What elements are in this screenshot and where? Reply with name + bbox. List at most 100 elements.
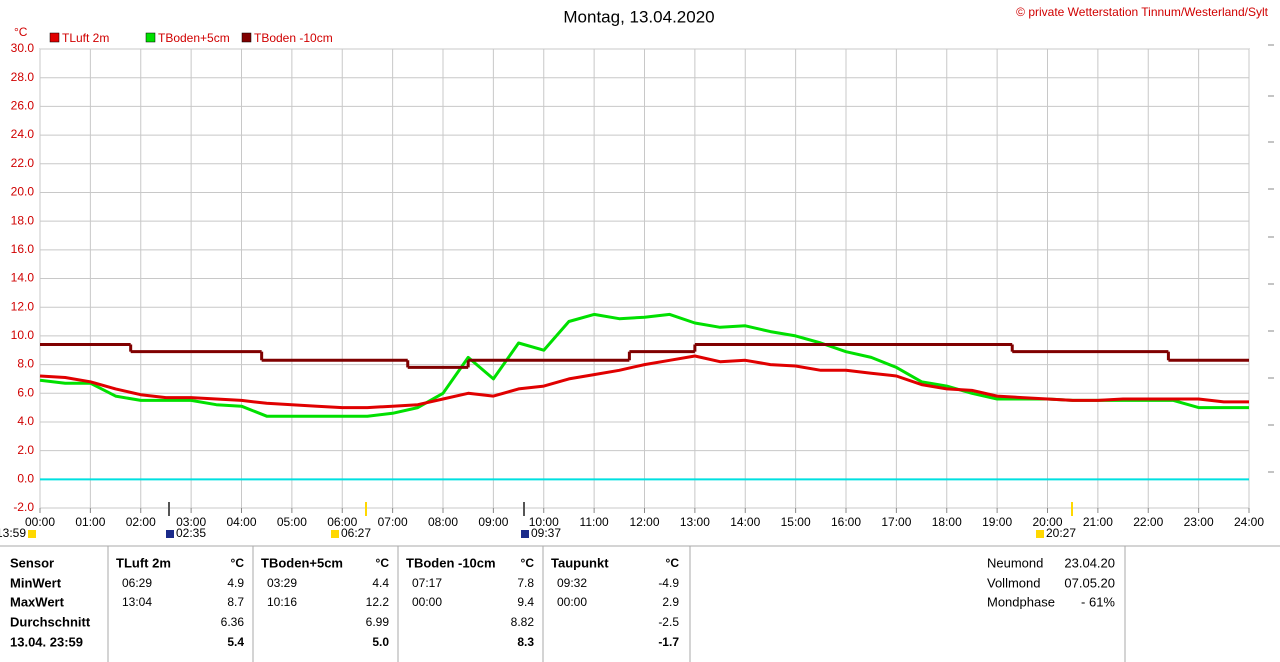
min-value: 4.4: [372, 576, 389, 590]
y-tick-label: 12.0: [11, 299, 35, 313]
stats-table: Sensor MinWert MaxWert Durchschnitt 13.04. 2…: [0, 545, 1280, 662]
min-time: 06:29: [122, 576, 152, 590]
row-label: Sensor: [10, 555, 54, 570]
sensor-unit: °C: [376, 556, 390, 570]
marker-label: 09:37: [531, 526, 561, 540]
y-tick-label: 20.0: [11, 185, 35, 199]
x-tick-label: 21:00: [1083, 515, 1113, 529]
row-label: MaxWert: [10, 594, 65, 609]
y-tick-label: 30.0: [11, 41, 35, 55]
x-tick-label: 01:00: [75, 515, 105, 529]
current-value: 5.4: [227, 635, 244, 649]
max-value: 12.2: [366, 595, 390, 609]
marker-label: 13:59: [0, 526, 26, 540]
marker-icon: [521, 530, 529, 538]
x-tick-label: 11:00: [580, 515, 609, 529]
legend-label: TBoden -10cm: [254, 31, 333, 45]
right-ticks: [1268, 44, 1274, 473]
row-label: Durchschnitt: [10, 614, 91, 629]
x-tick-label: 10:00: [529, 515, 559, 529]
y-tick-label: 24.0: [11, 127, 35, 141]
min-time: 07:17: [412, 576, 442, 590]
avg-value: 6.36: [221, 615, 245, 629]
x-tick-label: 06:00: [327, 515, 357, 529]
current-value: 5.0: [372, 635, 389, 649]
moon-value: 23.04.20: [1064, 555, 1115, 570]
x-tick-label: 03:00: [176, 515, 206, 529]
row-label: 13.04. 23:59: [10, 634, 83, 649]
sensor-name: TBoden -10cm: [406, 555, 496, 570]
x-tick-label: 22:00: [1133, 515, 1163, 529]
marker-label: 02:35: [176, 526, 206, 540]
x-tick-label: 20:00: [1032, 515, 1062, 529]
chart-title: Montag, 13.04.2020: [563, 7, 714, 26]
y-tick-label: 2.0: [17, 443, 34, 457]
x-tick-label: 12:00: [629, 515, 659, 529]
legend-label: TLuft 2m: [62, 31, 109, 45]
moon-label: Neumond: [987, 555, 1043, 570]
series-line: [39, 354, 1249, 410]
sensor-name: Taupunkt: [551, 555, 609, 570]
x-tick-label: 17:00: [881, 515, 911, 529]
marker-icon: [28, 530, 36, 538]
current-value: -1.7: [658, 635, 679, 649]
x-tick-label: 13:00: [680, 515, 710, 529]
moon-value: - 61%: [1081, 594, 1115, 609]
marker-label: 20:27: [1046, 526, 1076, 540]
min-value: 4.9: [227, 576, 244, 590]
avg-value: -2.5: [658, 615, 679, 629]
x-tick-label: 04:00: [226, 515, 256, 529]
x-tick-label: 14:00: [730, 515, 760, 529]
y-tick-label: -2.0: [13, 500, 34, 514]
copyright: © private Wetterstation Tinnum/Westerlan…: [1016, 5, 1269, 19]
y-tick-label: 8.0: [17, 357, 34, 371]
moon-label: Mondphase: [987, 594, 1055, 609]
y-axis-unit: °C: [14, 25, 28, 39]
marker-icon: [331, 530, 339, 538]
max-time: 00:00: [412, 595, 442, 609]
y-tick-label: 22.0: [11, 156, 35, 170]
avg-value: 8.82: [511, 615, 535, 629]
x-tick-label: 15:00: [781, 515, 811, 529]
x-tick-label: 19:00: [982, 515, 1012, 529]
y-tick-label: 16.0: [11, 242, 35, 256]
max-value: 8.7: [227, 595, 244, 609]
legend-swatch: [49, 32, 60, 43]
y-tick-label: 0.0: [17, 471, 34, 485]
row-label: MinWert: [10, 575, 62, 590]
y-tick-label: 18.0: [11, 213, 35, 227]
y-tick-label: 28.0: [11, 70, 35, 84]
marker-icon: [166, 530, 174, 538]
max-time: 13:04: [122, 595, 152, 609]
marker-label: 06:27: [341, 526, 371, 540]
legend-label: TBoden+5cm: [158, 31, 230, 45]
moon-value: 07.05.20: [1064, 575, 1115, 590]
y-tick-label: 10.0: [11, 328, 35, 342]
x-tick-label: 00:00: [25, 515, 55, 529]
sensor-unit: °C: [231, 556, 245, 570]
y-tick-label: 6.0: [17, 385, 34, 399]
x-tick-label: 02:00: [126, 515, 156, 529]
y-tick-label: 26.0: [11, 99, 35, 113]
sensor-name: TBoden+5cm: [261, 555, 343, 570]
marker-icon: [1036, 530, 1044, 538]
y-tick-label: 14.0: [11, 271, 35, 285]
x-tick-label: 09:00: [478, 515, 508, 529]
x-tick-label: 18:00: [932, 515, 962, 529]
min-time: 03:29: [267, 576, 297, 590]
current-value: 8.3: [517, 635, 534, 649]
x-tick-label: 24:00: [1234, 515, 1264, 529]
sensor-unit: °C: [521, 556, 535, 570]
max-value: 2.9: [662, 595, 679, 609]
x-tick-label: 05:00: [277, 515, 307, 529]
sensor-unit: °C: [666, 556, 680, 570]
x-tick-label: 07:00: [378, 515, 408, 529]
max-value: 9.4: [517, 595, 534, 609]
max-time: 00:00: [557, 595, 587, 609]
min-time: 09:32: [557, 576, 587, 590]
y-tick-label: 4.0: [17, 414, 34, 428]
min-value: 7.8: [517, 576, 534, 590]
x-tick-label: 08:00: [428, 515, 458, 529]
legend-swatch: [145, 32, 156, 43]
